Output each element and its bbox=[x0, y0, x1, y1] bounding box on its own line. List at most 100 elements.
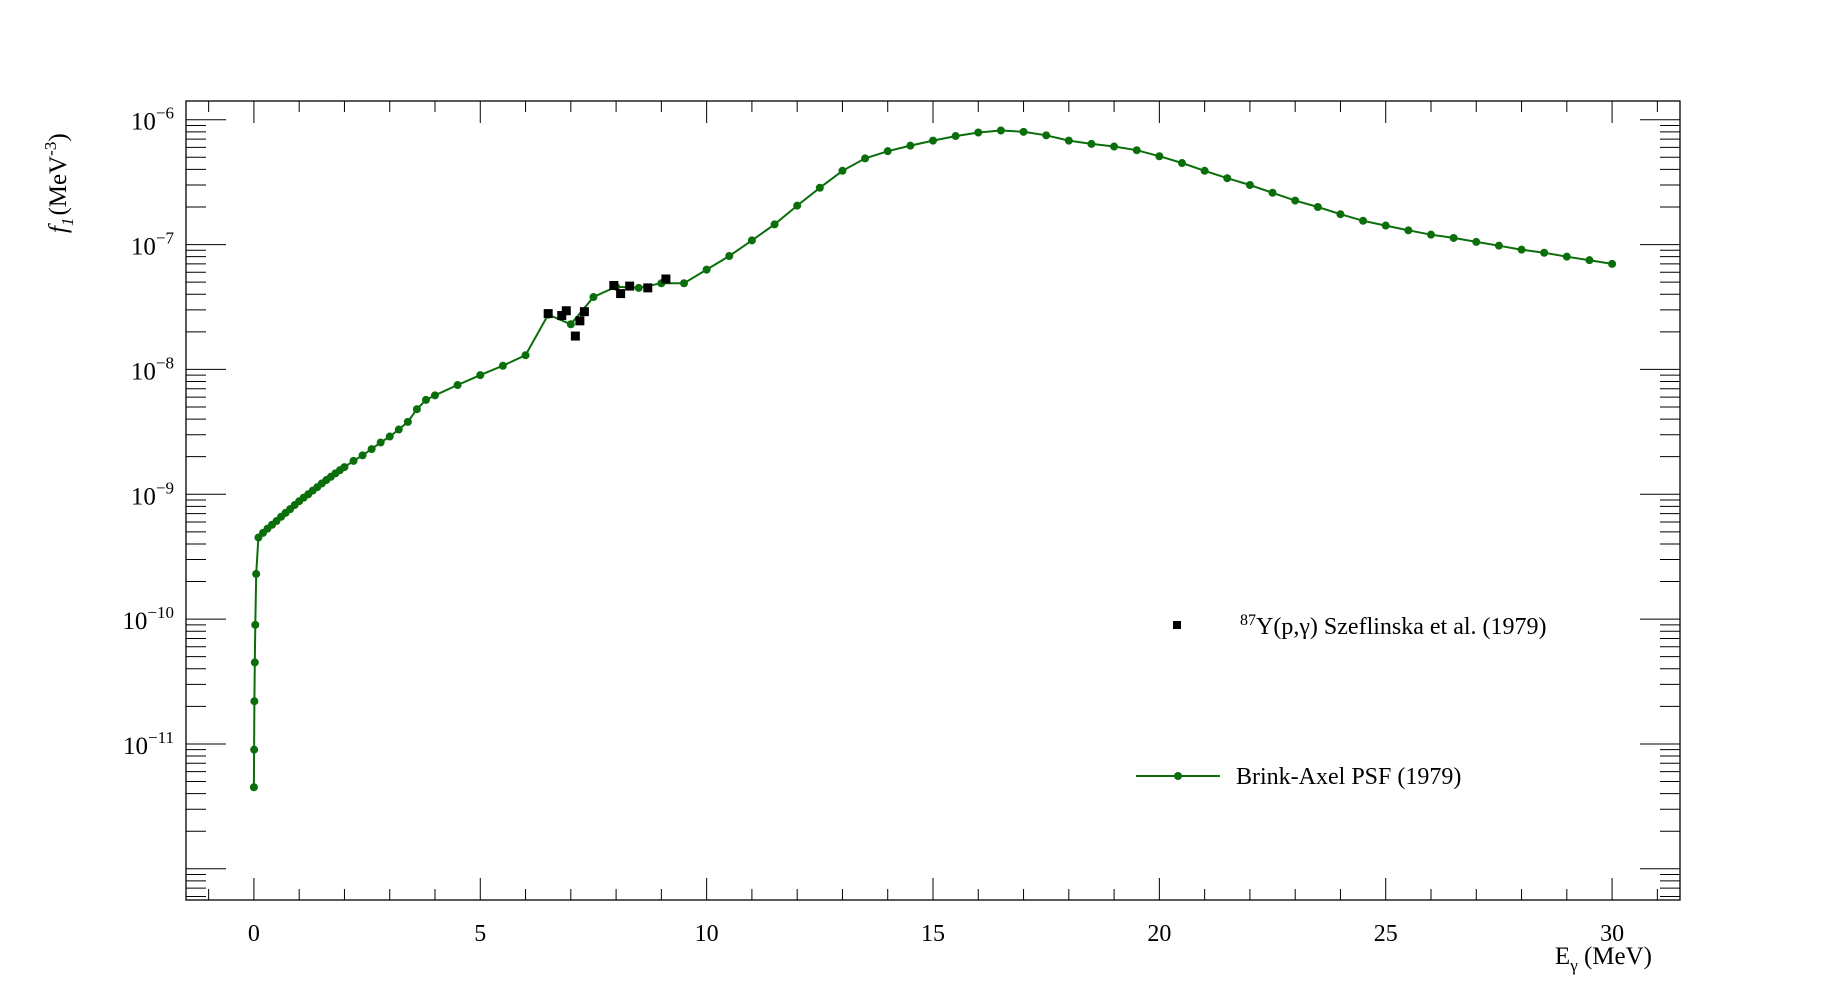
legend-marker-circle bbox=[1174, 772, 1182, 780]
x-axis-label-unit: (MeV) bbox=[1578, 943, 1652, 970]
point-szeflinska bbox=[543, 309, 553, 319]
point-brink-axel bbox=[1381, 221, 1390, 230]
legend: 87Y(p,γ) Szeflinska et al. (1979) Brink-… bbox=[1136, 612, 1547, 790]
series-layer bbox=[249, 126, 1617, 792]
point-brink-axel bbox=[1245, 181, 1254, 190]
point-szeflinska bbox=[570, 331, 580, 341]
point-brink-axel bbox=[634, 283, 643, 292]
point-szeflinska bbox=[557, 311, 567, 321]
legend-entry-model: Brink-Axel PSF (1979) bbox=[1136, 764, 1461, 790]
legend-entry-data: 87Y(p,γ) Szeflinska et al. (1979) bbox=[1173, 612, 1547, 640]
x-tick-label: 5 bbox=[474, 921, 486, 947]
point-brink-axel bbox=[1494, 241, 1503, 250]
point-brink-axel bbox=[929, 136, 937, 145]
x-tick-label: 15 bbox=[921, 921, 945, 947]
point-brink-axel bbox=[250, 697, 259, 706]
point-brink-axel bbox=[1110, 142, 1119, 151]
point-brink-axel bbox=[861, 154, 870, 163]
point-brink-axel bbox=[476, 371, 485, 380]
point-brink-axel bbox=[1562, 252, 1571, 261]
point-brink-axel bbox=[1200, 166, 1209, 175]
y-tick-label: 10−8 bbox=[131, 353, 174, 385]
axes: 0 5 10 15 20 25 30 10−11 10−10 10−9 10−8 10−7 10−6 bbox=[122, 100, 1681, 947]
point-brink-axel bbox=[453, 381, 462, 390]
point-szeflinska bbox=[609, 281, 619, 291]
y-tick-label: 10−10 bbox=[122, 603, 174, 635]
point-brink-axel bbox=[1585, 256, 1594, 265]
legend-label-data-text: Y(p,γ) Szeflinska et al. (1979) bbox=[1256, 614, 1547, 640]
x-axis-label: Eγ (MeV) bbox=[1555, 943, 1652, 975]
point-szeflinska bbox=[616, 289, 626, 299]
point-brink-axel bbox=[725, 251, 734, 260]
point-brink-axel bbox=[589, 293, 598, 302]
point-brink-axel bbox=[412, 405, 421, 414]
point-brink-axel bbox=[1178, 159, 1186, 168]
legend-label-data-superscript: 87 bbox=[1240, 612, 1256, 629]
point-brink-axel bbox=[403, 417, 412, 426]
point-brink-axel bbox=[906, 141, 915, 150]
point-brink-axel bbox=[252, 569, 261, 578]
point-brink-axel bbox=[498, 361, 507, 370]
x-tick-label: 10 bbox=[695, 921, 719, 947]
point-brink-axel bbox=[1087, 139, 1096, 148]
point-brink-axel bbox=[431, 391, 439, 400]
point-brink-axel bbox=[385, 432, 394, 441]
point-brink-axel bbox=[1449, 233, 1458, 242]
point-brink-axel bbox=[770, 220, 779, 229]
point-brink-axel bbox=[815, 183, 824, 192]
x-tick-label: 30 bbox=[1600, 921, 1624, 947]
y-axis-label-unit: (MeV bbox=[45, 156, 72, 216]
point-brink-axel bbox=[1427, 230, 1435, 239]
point-brink-axel bbox=[1064, 136, 1073, 145]
x-tick-label: 0 bbox=[248, 921, 260, 947]
point-brink-axel bbox=[951, 132, 960, 141]
point-brink-axel bbox=[376, 438, 385, 447]
point-brink-axel bbox=[838, 166, 847, 175]
y-tick-label: 10−6 bbox=[131, 104, 174, 136]
y-tick-label: 10−11 bbox=[123, 728, 174, 760]
point-brink-axel bbox=[1223, 174, 1232, 183]
point-brink-axel bbox=[1042, 131, 1051, 140]
point-brink-axel bbox=[1132, 146, 1141, 155]
point-brink-axel bbox=[1404, 226, 1413, 235]
point-brink-axel bbox=[566, 320, 575, 329]
point-brink-axel bbox=[1472, 237, 1481, 246]
point-brink-axel bbox=[1313, 202, 1322, 211]
legend-marker-square bbox=[1173, 621, 1181, 629]
point-brink-axel bbox=[680, 279, 688, 288]
point-brink-axel bbox=[1517, 245, 1526, 254]
point-brink-axel bbox=[1291, 196, 1300, 205]
point-brink-axel bbox=[340, 463, 349, 472]
point-brink-axel bbox=[1268, 188, 1277, 197]
point-brink-axel bbox=[883, 147, 892, 156]
point-szeflinska bbox=[625, 281, 635, 291]
y-axis-label-close: ) bbox=[45, 133, 72, 141]
point-brink-axel bbox=[974, 128, 983, 137]
point-brink-axel bbox=[349, 456, 358, 465]
x-axis-label-subscript: γ bbox=[1569, 956, 1578, 975]
point-brink-axel bbox=[1608, 259, 1617, 268]
point-brink-axel bbox=[702, 265, 711, 274]
legend-label-data: 87Y(p,γ) Szeflinska et al. (1979) bbox=[1240, 612, 1547, 640]
point-brink-axel bbox=[996, 126, 1005, 135]
x-tick-label: 20 bbox=[1147, 921, 1171, 947]
point-brink-axel bbox=[1336, 210, 1345, 219]
point-szeflinska bbox=[579, 307, 589, 317]
point-brink-axel bbox=[367, 445, 376, 454]
point-szeflinska bbox=[575, 316, 585, 326]
point-brink-axel bbox=[521, 351, 530, 360]
point-brink-axel bbox=[747, 236, 756, 245]
point-brink-axel bbox=[1019, 127, 1028, 136]
point-brink-axel bbox=[250, 658, 259, 667]
point-brink-axel bbox=[421, 395, 430, 404]
point-brink-axel bbox=[394, 425, 403, 434]
y-tick-label: 10−7 bbox=[131, 229, 175, 261]
point-brink-axel bbox=[358, 451, 367, 460]
point-brink-axel bbox=[1540, 248, 1549, 257]
point-brink-axel bbox=[1155, 152, 1164, 161]
y-tick-label: 10−9 bbox=[131, 478, 174, 510]
point-brink-axel bbox=[793, 201, 802, 210]
point-brink-axel bbox=[1359, 216, 1368, 225]
y-axis-label-subscript: 1 bbox=[58, 218, 77, 227]
